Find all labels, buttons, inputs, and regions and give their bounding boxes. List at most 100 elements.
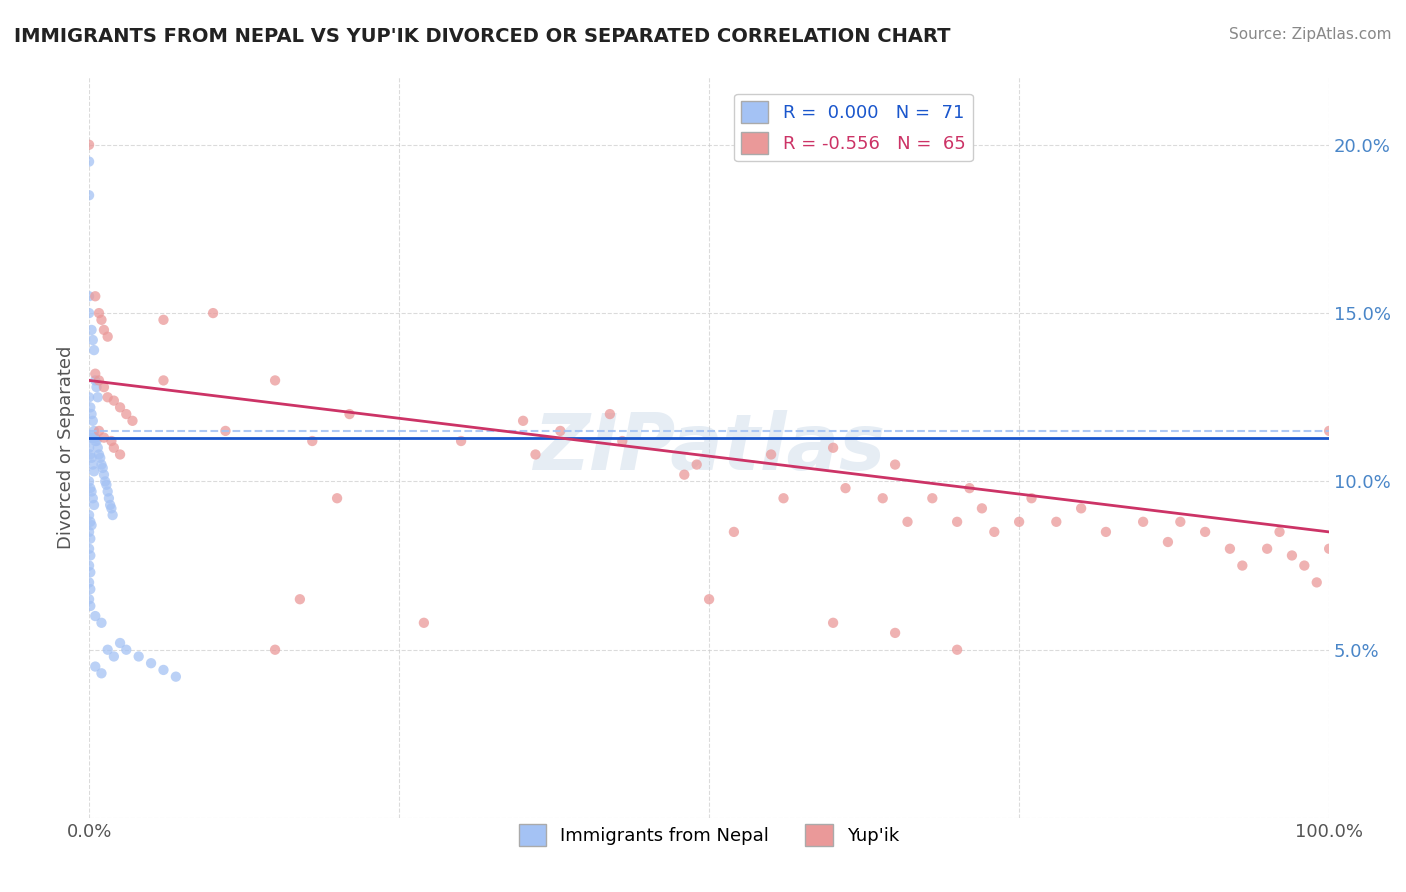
Point (77, 475, 100, 489)
Point (79, 515, 101, 529)
Point (97, 491, 120, 506)
Point (77, 188, 100, 202)
Point (412, 615, 434, 630)
Point (91, 461, 114, 475)
Point (326, 491, 349, 506)
Point (946, 642, 969, 657)
Point (84, 434, 107, 448)
Point (79, 549, 101, 563)
Point (96, 477, 118, 491)
Point (101, 508, 124, 522)
Point (86, 380, 108, 394)
Point (83, 498, 105, 512)
Point (93, 467, 115, 482)
Point (80, 450, 103, 465)
Point (1294, 558, 1316, 573)
Point (288, 592, 311, 607)
Point (264, 373, 287, 387)
Point (83, 424, 105, 438)
Point (921, 491, 943, 506)
Point (723, 524, 745, 539)
Point (93, 323, 115, 337)
Text: ZIPatlas: ZIPatlas (533, 409, 886, 486)
Point (80, 323, 103, 337)
Point (450, 434, 472, 448)
Point (87, 390, 110, 404)
Point (103, 441, 125, 455)
Point (165, 670, 187, 684)
Point (77, 558, 100, 573)
Point (97, 390, 120, 404)
Point (89, 450, 111, 465)
Point (79, 401, 101, 415)
Point (90, 458, 112, 472)
Point (1268, 524, 1291, 539)
Point (108, 636, 131, 650)
Point (983, 524, 1005, 539)
Point (673, 467, 696, 482)
Point (86, 434, 108, 448)
Point (834, 481, 856, 495)
Point (512, 414, 534, 428)
Point (79, 448, 101, 462)
Point (115, 642, 138, 657)
Point (1168, 515, 1191, 529)
Point (1219, 541, 1241, 556)
Point (79, 566, 101, 580)
Point (77, 289, 100, 303)
Point (77, 524, 100, 539)
Point (686, 458, 709, 472)
Point (82, 431, 104, 445)
Point (1317, 424, 1340, 438)
Point (87, 306, 110, 320)
Point (1194, 524, 1216, 539)
Point (77, 508, 100, 522)
Point (87, 448, 110, 462)
Point (759, 448, 782, 462)
Point (80, 431, 103, 445)
Point (77, 154, 100, 169)
Y-axis label: Divorced or Separated: Divorced or Separated (58, 346, 75, 549)
Point (80, 407, 103, 421)
Point (93, 431, 115, 445)
Point (97, 642, 120, 657)
Point (80, 484, 103, 499)
Point (82, 333, 104, 347)
Point (264, 642, 287, 657)
Point (214, 424, 236, 438)
Point (1132, 515, 1154, 529)
Point (79, 582, 101, 596)
Point (612, 434, 634, 448)
Point (77, 441, 100, 455)
Point (77, 575, 100, 590)
Point (1256, 541, 1278, 556)
Point (79, 431, 101, 445)
Point (84, 431, 107, 445)
Point (108, 448, 131, 462)
Point (84, 373, 107, 387)
Point (550, 424, 572, 438)
Point (90, 313, 112, 327)
Point (599, 407, 621, 421)
Text: IMMIGRANTS FROM NEPAL VS YUP'IK DIVORCED OR SEPARATED CORRELATION CHART: IMMIGRANTS FROM NEPAL VS YUP'IK DIVORCED… (14, 27, 950, 45)
Point (77, 592, 100, 607)
Point (884, 626, 907, 640)
Point (84, 289, 107, 303)
Point (84, 367, 107, 381)
Point (1232, 558, 1254, 573)
Point (1008, 515, 1031, 529)
Point (1281, 549, 1303, 563)
Point (121, 414, 143, 428)
Point (1070, 501, 1092, 516)
Point (896, 515, 918, 529)
Point (152, 313, 174, 327)
Point (79, 481, 101, 495)
Point (339, 407, 361, 421)
Point (90, 615, 112, 630)
Point (1045, 515, 1067, 529)
Point (98, 498, 121, 512)
Point (697, 592, 720, 607)
Legend: Immigrants from Nepal, Yup'ik: Immigrants from Nepal, Yup'ik (512, 817, 907, 854)
Point (100, 501, 122, 516)
Point (79, 599, 101, 613)
